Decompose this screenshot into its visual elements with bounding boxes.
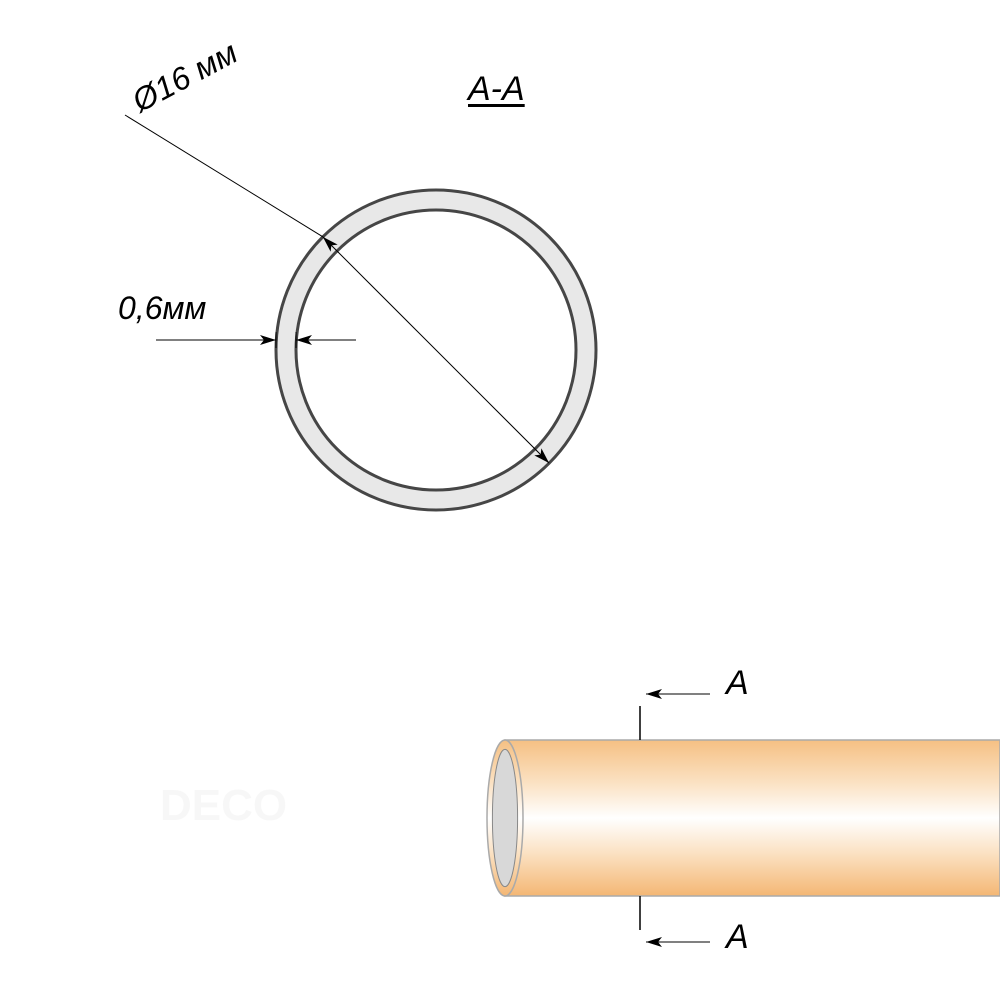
svg-text:DECO: DECO [160,781,287,830]
diagram-svg: DECO OLEX D [0,0,1000,1000]
diameter-leader-line [125,115,323,237]
section-title: A-A [468,70,525,109]
section-mark-top: A [726,664,749,703]
diameter-dimension-line [323,237,549,463]
wall-thickness-dimension [156,332,356,348]
wall-thickness-label: 0,6мм [118,290,206,327]
tube-side-view [487,740,1000,896]
section-mark-bottom: A [726,918,749,957]
diagram-container: DECO OLEX D A-A Ø16 мм 0,6мм A A [0,0,1000,1000]
